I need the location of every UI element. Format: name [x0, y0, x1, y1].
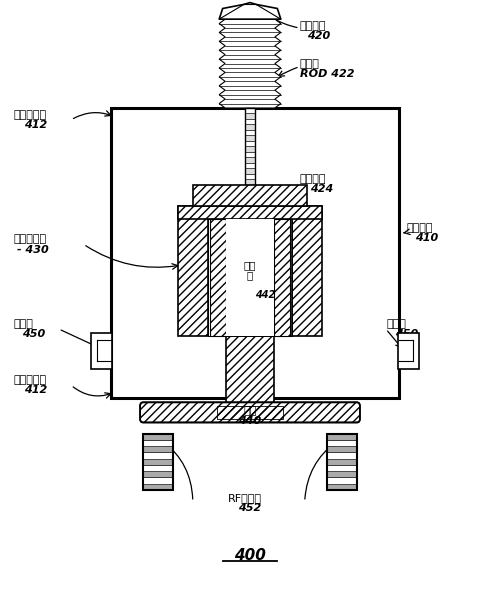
- Bar: [97, 340, 111, 361]
- Text: 管: 管: [247, 270, 253, 280]
- Bar: [244, 141, 256, 146]
- Bar: [327, 434, 357, 440]
- Bar: [143, 440, 173, 446]
- Polygon shape: [219, 19, 281, 108]
- Polygon shape: [217, 406, 283, 419]
- Bar: [244, 152, 256, 158]
- Bar: [208, 219, 292, 336]
- Bar: [226, 336, 274, 406]
- Bar: [143, 434, 173, 440]
- Text: 412: 412: [24, 120, 47, 130]
- Text: 400: 400: [234, 547, 266, 563]
- Text: 耦合环: 耦合环: [386, 319, 406, 329]
- Bar: [327, 459, 357, 465]
- Bar: [292, 206, 322, 336]
- Bar: [244, 136, 256, 141]
- Bar: [143, 459, 173, 465]
- Bar: [244, 108, 256, 114]
- Text: 调谐杆: 调谐杆: [300, 58, 320, 68]
- Bar: [193, 185, 307, 206]
- Bar: [244, 180, 256, 185]
- Text: 440: 440: [238, 416, 262, 426]
- Text: 谐振器腔盖: 谐振器腔盖: [14, 375, 47, 386]
- Text: 调谐组件: 调谐组件: [300, 21, 326, 32]
- Bar: [327, 440, 357, 446]
- Text: ROD 422: ROD 422: [300, 68, 354, 79]
- Bar: [327, 452, 357, 459]
- Bar: [244, 114, 256, 119]
- Bar: [178, 206, 208, 336]
- Bar: [143, 434, 173, 490]
- Bar: [146, 407, 354, 418]
- Bar: [244, 119, 256, 124]
- Text: 调谐元件: 调谐元件: [300, 174, 326, 184]
- Bar: [143, 452, 173, 459]
- Bar: [327, 477, 357, 484]
- FancyBboxPatch shape: [140, 402, 360, 422]
- Bar: [143, 446, 173, 452]
- Text: 基座: 基座: [244, 406, 256, 416]
- Bar: [327, 434, 357, 490]
- Polygon shape: [219, 2, 281, 19]
- Text: 导热: 导热: [244, 260, 256, 270]
- Bar: [244, 163, 256, 168]
- Bar: [111, 108, 399, 398]
- Text: RF连接器: RF连接器: [228, 493, 262, 503]
- Bar: [327, 471, 357, 477]
- Text: 450: 450: [395, 329, 418, 339]
- Bar: [178, 206, 322, 219]
- Bar: [143, 477, 173, 484]
- Bar: [399, 340, 413, 361]
- Bar: [327, 484, 357, 490]
- Bar: [208, 219, 292, 336]
- Text: 442: 442: [255, 290, 275, 299]
- Text: 410: 410: [415, 233, 438, 243]
- Bar: [91, 333, 112, 368]
- Text: 424: 424: [310, 184, 333, 194]
- Bar: [244, 130, 256, 136]
- Bar: [226, 219, 274, 336]
- Text: - 430: - 430: [18, 245, 49, 255]
- Bar: [327, 465, 357, 471]
- Bar: [244, 146, 256, 152]
- Bar: [244, 174, 256, 180]
- Text: 420: 420: [307, 31, 330, 40]
- Bar: [327, 446, 357, 452]
- Text: 452: 452: [238, 503, 262, 513]
- Text: 412: 412: [24, 386, 47, 396]
- Text: 谐振器腔盖: 谐振器腔盖: [14, 110, 47, 120]
- Bar: [244, 108, 256, 185]
- Bar: [217, 406, 283, 419]
- Bar: [143, 465, 173, 471]
- Text: 电介质元件: 电介质元件: [14, 234, 47, 245]
- Text: 谐振器腔: 谐振器腔: [406, 223, 433, 233]
- Bar: [244, 158, 256, 163]
- Text: 450: 450: [22, 329, 46, 339]
- Bar: [143, 484, 173, 490]
- Bar: [210, 219, 226, 336]
- Bar: [244, 124, 256, 130]
- Bar: [143, 471, 173, 477]
- Bar: [398, 333, 419, 368]
- Bar: [274, 219, 290, 336]
- Text: 耦合环: 耦合环: [14, 319, 34, 329]
- Bar: [244, 168, 256, 174]
